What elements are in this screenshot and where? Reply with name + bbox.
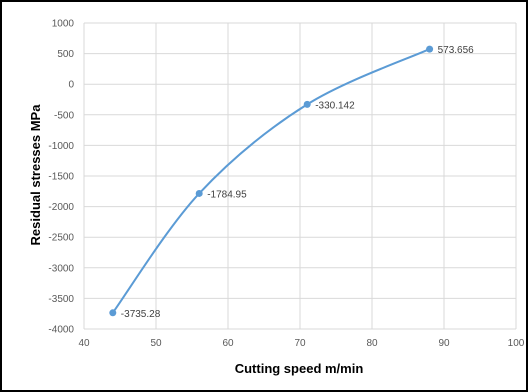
- y-tick-label: -500: [54, 110, 74, 121]
- data-point: [109, 309, 117, 317]
- data-point: [303, 100, 311, 108]
- y-tick-label: 500: [57, 49, 74, 60]
- grid: [83, 22, 517, 330]
- y-axis-title: Residual stresses MPa: [28, 104, 43, 246]
- x-axis-title: Cutting speed m/min: [235, 361, 364, 376]
- data-label: -330.142: [315, 100, 355, 111]
- data-point: [195, 189, 203, 197]
- y-tick-label: -3000: [48, 263, 74, 274]
- series-line: [111, 48, 431, 314]
- x-tick-label: 90: [438, 338, 450, 349]
- y-tick-label: -1000: [48, 141, 74, 152]
- data-label: 573.656: [438, 45, 475, 56]
- y-tick-label: 1000: [52, 19, 75, 30]
- data-points: [109, 45, 434, 317]
- y-tick-label: -3500: [48, 294, 74, 305]
- data-label: -1784.95: [207, 189, 247, 200]
- x-tick-label: 60: [222, 338, 234, 349]
- x-tick-label: 50: [150, 338, 162, 349]
- y-tick-label: 0: [68, 80, 74, 91]
- y-tick-label: -4000: [48, 325, 74, 336]
- x-tick-label: 40: [78, 338, 90, 349]
- x-tick-labels: 40 50 60 70 80 90 100: [78, 338, 524, 349]
- data-point: [426, 45, 434, 53]
- y-tick-label: -1500: [48, 172, 74, 183]
- x-tick-label: 100: [508, 338, 525, 349]
- data-label: -3735.28: [121, 309, 161, 320]
- x-tick-label: 80: [366, 338, 378, 349]
- y-tick-labels: 1000 500 0 -500 -1000 -1500 -2000 -2500 -3000 -35…: [48, 19, 74, 336]
- y-tick-label: -2500: [48, 233, 74, 244]
- y-tick-label: -2000: [48, 202, 74, 213]
- data-labels: -3735.28 -1784.95 -330.142 573.656: [121, 45, 474, 320]
- x-tick-label: 70: [294, 338, 306, 349]
